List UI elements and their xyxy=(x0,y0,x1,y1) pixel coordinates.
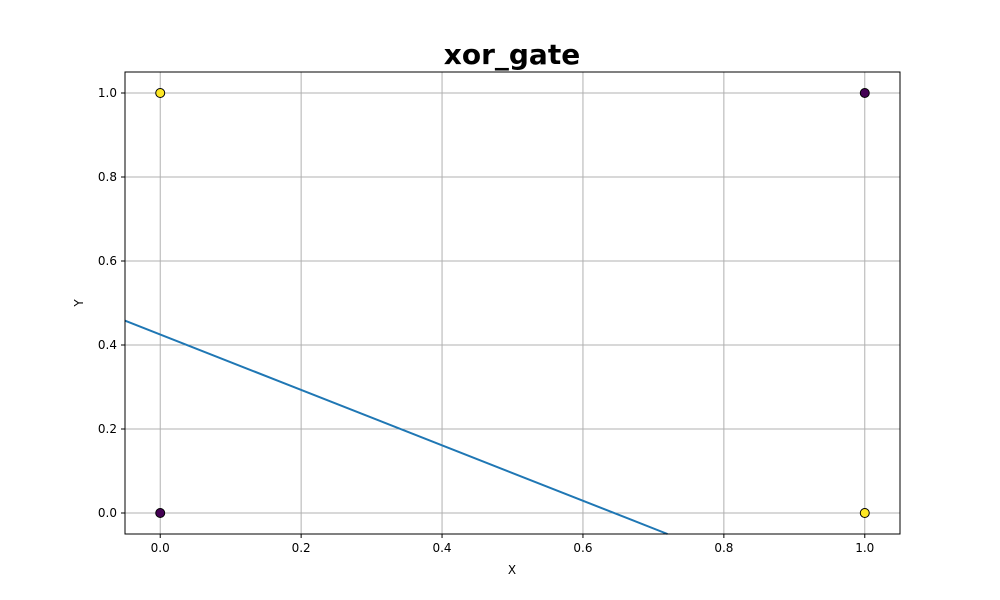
scatter-point-class-1 xyxy=(859,508,870,518)
x-axis-label: X xyxy=(508,563,516,577)
x-tick-label: 0.8 xyxy=(714,541,733,555)
chart-title: xor_gate xyxy=(444,38,580,71)
scatter-point-class-1 xyxy=(155,88,166,98)
y-tick-label: 1.0 xyxy=(98,86,117,100)
scatter-point-class-0 xyxy=(859,88,870,98)
grid xyxy=(125,72,900,534)
y-ticks: 0.0 0.2 0.4 0.6 0.8 1.0 xyxy=(98,86,125,520)
y-tick-label: 0.0 xyxy=(98,506,117,520)
decision-boundary xyxy=(124,319,668,535)
data-points xyxy=(155,88,870,518)
plot-frame xyxy=(124,71,901,535)
x-tick-label: 0.6 xyxy=(573,541,592,555)
decision-line xyxy=(124,319,668,535)
x-ticks: 0.0 0.2 0.4 0.6 0.8 1.0 xyxy=(151,534,874,555)
x-tick-label: 1.0 xyxy=(855,541,874,555)
y-tick-label: 0.4 xyxy=(98,338,117,352)
y-tick-label: 0.6 xyxy=(98,254,117,268)
x-tick-label: 0.4 xyxy=(432,541,451,555)
scatter-point-class-0 xyxy=(155,508,166,518)
x-tick-label: 0.2 xyxy=(292,541,311,555)
y-tick-label: 0.2 xyxy=(98,422,117,436)
y-tick-label: 0.8 xyxy=(98,170,117,184)
y-axis-label: Y xyxy=(72,299,86,308)
x-tick-label: 0.0 xyxy=(151,541,170,555)
